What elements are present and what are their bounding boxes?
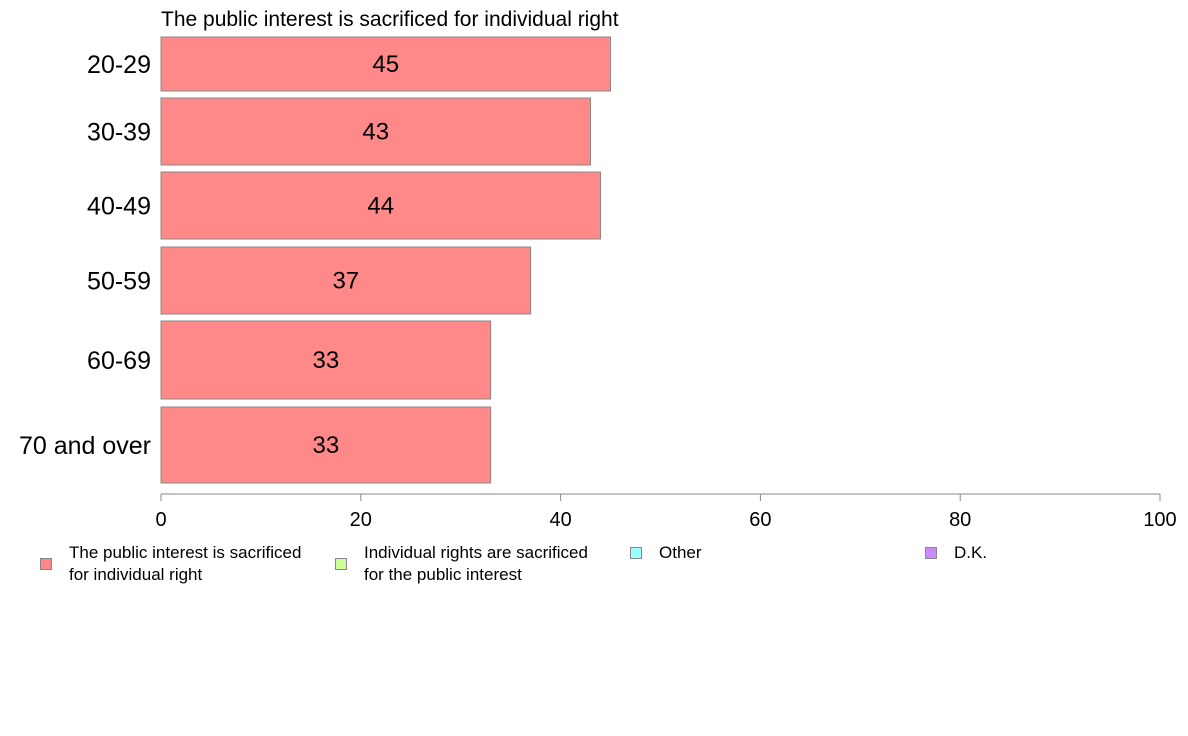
- legend-label: The public interest is sacrificed for in…: [69, 543, 302, 584]
- x-tick-label: 100: [1143, 509, 1176, 531]
- legend-label: D.K.: [954, 543, 988, 562]
- legend-item-dk: D.K.: [925, 542, 987, 564]
- y-axis-labels: 20-29 30-39 40-49 50-59 60-69 70 and over: [19, 51, 151, 460]
- x-tick-label: 20: [350, 509, 372, 531]
- bar-60-69: [160, 320, 492, 400]
- bar-70-and-over: [160, 406, 492, 484]
- bar-40-49: [160, 171, 602, 240]
- bar-value-label: 45: [372, 51, 399, 78]
- bar-20-29: [160, 36, 612, 92]
- y-tick-label: 70 and over: [19, 432, 151, 460]
- bar-value-label: 44: [367, 193, 394, 220]
- legend: The public interest is sacrificed for in…: [0, 542, 1188, 592]
- bar-value-label: 33: [312, 347, 339, 374]
- bar-value-label: 37: [332, 268, 359, 295]
- x-tick-label: 0: [155, 509, 166, 531]
- x-tick-label: 40: [549, 509, 571, 531]
- x-tick-label: 80: [949, 509, 971, 531]
- legend-label: Individual rights are sacrificed for the…: [364, 543, 588, 584]
- chart-title: The public interest is sacrificed for in…: [161, 8, 619, 31]
- x-axis: 0 20 40 60 80 100: [155, 493, 1177, 531]
- legend-swatch: [925, 547, 937, 559]
- y-tick-label: 60-69: [87, 347, 151, 375]
- y-tick-label: 40-49: [87, 193, 151, 221]
- y-tick-label: 30-39: [87, 119, 151, 147]
- bars-group: 45 43 44 37 33 33: [160, 36, 612, 484]
- bar-30-39: [160, 97, 592, 166]
- bar-value-label: 43: [362, 119, 389, 146]
- legend-label: Other: [659, 543, 702, 562]
- legend-swatch: [630, 547, 642, 559]
- legend-item-individual-rights-sacrificed: Individual rights are sacrificed for the…: [335, 542, 588, 586]
- x-tick-label: 60: [749, 509, 771, 531]
- legend-item-other: Other: [630, 542, 702, 564]
- y-tick-label: 20-29: [87, 51, 151, 79]
- bar-chart: The public interest is sacrificed for in…: [19, 8, 1177, 531]
- y-tick-label: 50-59: [87, 268, 151, 296]
- legend-swatch: [40, 558, 52, 570]
- legend-item-public-interest-sacrificed: The public interest is sacrificed for in…: [40, 542, 301, 586]
- legend-swatch: [335, 558, 347, 570]
- bar-value-label: 33: [312, 432, 339, 459]
- bar-50-59: [160, 246, 532, 315]
